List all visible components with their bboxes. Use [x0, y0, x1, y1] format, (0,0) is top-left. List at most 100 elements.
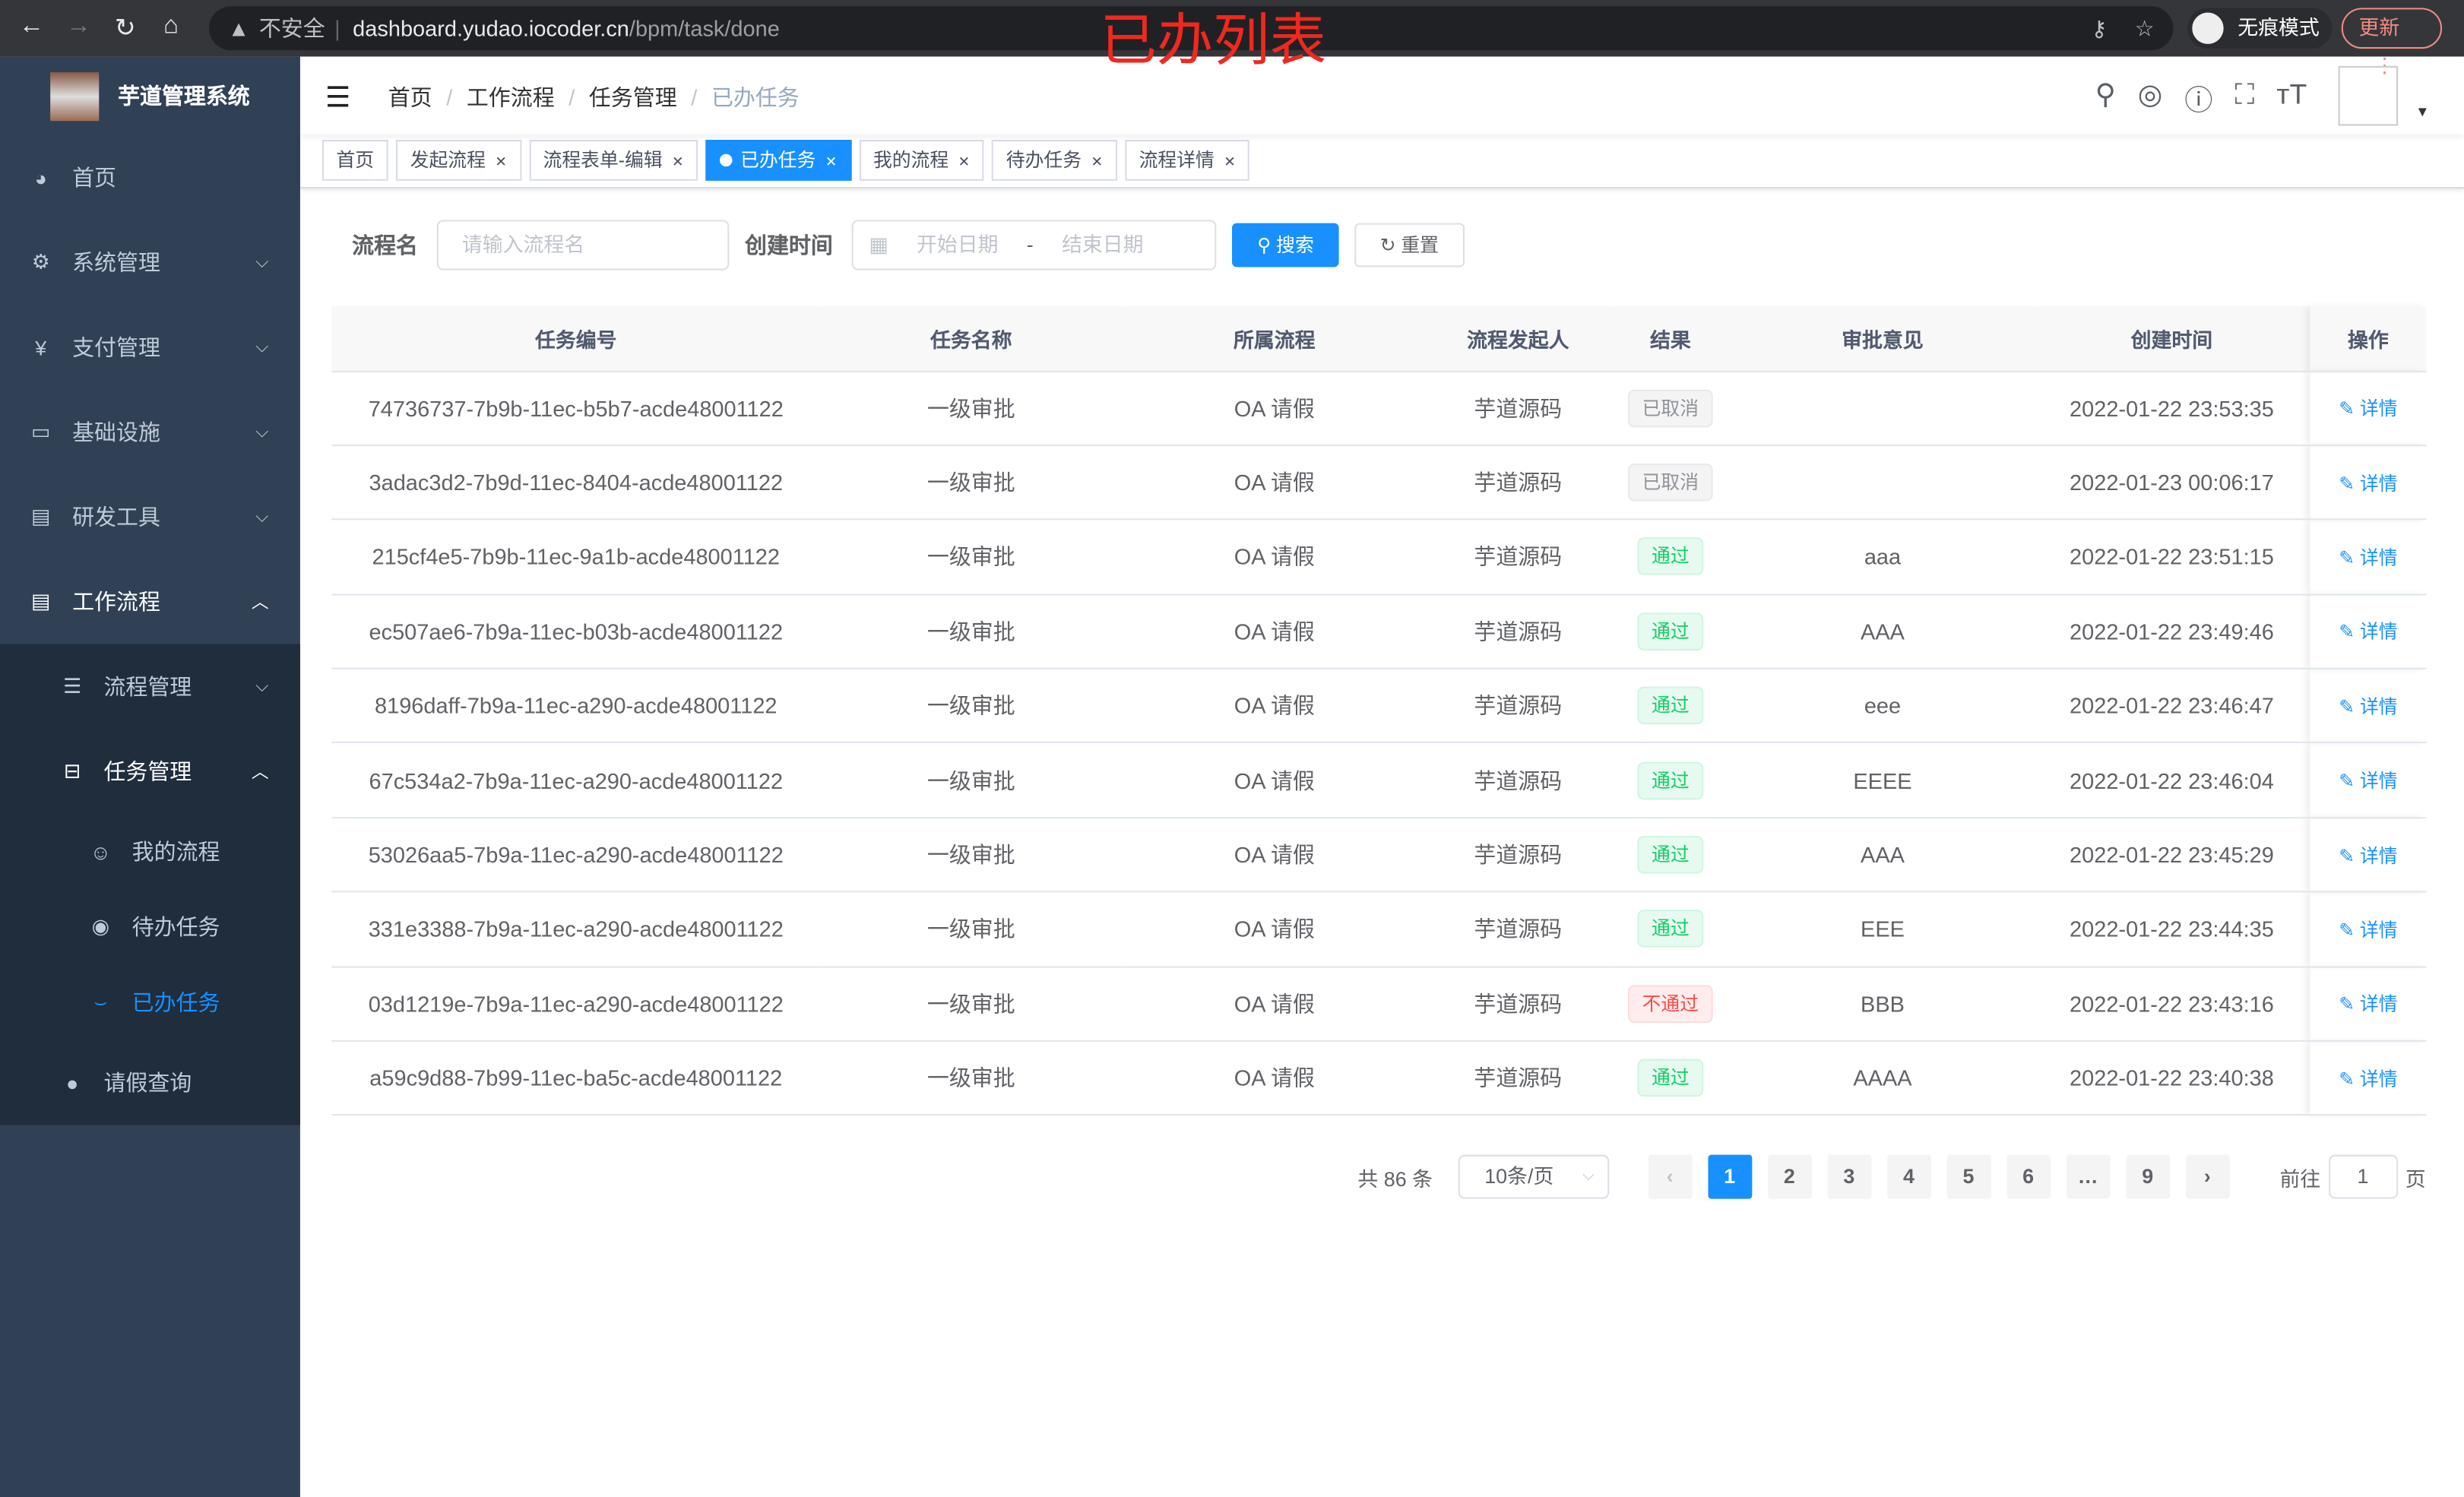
tag-done-tasks[interactable]: 已办任务 ✕ [705, 140, 851, 181]
incognito-badge[interactable]: 无痕模式 [2187, 8, 2333, 49]
close-icon[interactable]: ✕ [825, 153, 838, 170]
detail-link[interactable]: 详情 [2359, 695, 2398, 718]
close-icon[interactable]: ✕ [1091, 153, 1104, 170]
menu-label: 任务管理 [103, 758, 192, 784]
cell-text: 2022-01-23 00:06:17 [2070, 470, 2274, 495]
table-cell: ✎ 详情 [2310, 742, 2427, 818]
tag-my-process[interactable]: 我的流程 ✕ [859, 140, 984, 181]
detail-link[interactable]: 详情 [2359, 397, 2398, 420]
detail-link[interactable]: 详情 [2359, 844, 2398, 867]
cell-text: 2022-01-22 23:46:04 [2070, 767, 2274, 793]
avatar[interactable] [2338, 65, 2399, 126]
breadcrumb-item: 已办任务 [711, 84, 800, 110]
table-cell: 不通过 [1609, 966, 1732, 1042]
caret-down-icon[interactable]: ▼ [2415, 103, 2430, 120]
font-size-icon[interactable]: ᴛT [2276, 78, 2307, 110]
process-name-input[interactable]: 请输入流程名 [436, 220, 730, 271]
page-size-select[interactable]: 10条/页 ⌵ [1458, 1154, 1609, 1199]
detail-link[interactable]: 详情 [2359, 993, 2398, 1016]
sidebar-item-done[interactable]: ⌣ 已办任务 [0, 965, 300, 1040]
sidebar-item-workflow[interactable]: ▤ 工作流程 ︿ [0, 559, 300, 644]
table-cell: 67c534a2-7b9a-11ec-a290-acde48001122 [331, 742, 821, 818]
close-icon[interactable]: ✕ [1224, 153, 1236, 170]
table-row: 8196daff-7b9a-11ec-a290-acde48001122 一级审批… [331, 668, 2427, 744]
page-button[interactable]: 5 [1946, 1154, 1991, 1199]
detail-link[interactable]: 详情 [2359, 546, 2398, 569]
breadcrumb-item[interactable]: 首页 [388, 84, 432, 110]
address-bar[interactable]: ▲ 不安全 | dashboard.yudao.iocoder.cn/bpm/task… [208, 6, 2174, 51]
reset-button[interactable]: ↻ 重置 [1354, 223, 1465, 267]
detail-link[interactable]: 详情 [2359, 621, 2398, 644]
logo[interactable]: 芋道管理系统 [0, 56, 300, 135]
menu-label: 工作流程 [72, 589, 160, 615]
sidebar-item-home[interactable]: ◕ 首页 [0, 135, 300, 220]
table-cell: 2022-01-22 23:51:15 [2033, 519, 2310, 595]
prev-page-button[interactable]: ‹ [1648, 1154, 1693, 1199]
start-date[interactable]: 开始日期 [917, 233, 999, 257]
close-icon[interactable]: ✕ [672, 153, 684, 170]
sidebar-item-task-manage[interactable]: ⊟ 任务管理 ︿ [0, 729, 300, 814]
table-cell: 2022-01-22 23:44:35 [2033, 891, 2310, 967]
sidebar-item-pay[interactable]: ¥ 支付管理 ⌵ [0, 305, 300, 390]
close-icon[interactable]: ✕ [958, 153, 971, 170]
table-cell: 通过 [1609, 891, 1732, 967]
page-button[interactable]: 3 [1826, 1154, 1871, 1199]
tag-start-process[interactable]: 发起流程 ✕ [396, 140, 521, 181]
page-button[interactable]: 9 [2125, 1154, 2170, 1199]
table-cell: eee [1731, 668, 2034, 744]
github-icon[interactable]: ◎ [2137, 78, 2163, 110]
star-icon[interactable]: ☆ [2134, 15, 2155, 41]
detail-link[interactable]: 详情 [2359, 770, 2398, 793]
hamburger-icon[interactable]: ☰ [325, 81, 351, 113]
table-cell: OA 请假 [1122, 445, 1427, 521]
page-unit: 页 [2405, 1166, 2426, 1191]
table-cell: 通过 [1609, 593, 1732, 669]
key-icon[interactable]: ⚷ [2091, 15, 2108, 41]
page-button[interactable]: … [2066, 1154, 2111, 1199]
reload-icon[interactable]: ↻ [114, 15, 136, 43]
next-page-button[interactable]: › [2185, 1154, 2230, 1199]
sidebar-item-my-process[interactable]: ☺ 我的流程 [0, 814, 300, 889]
sidebar-item-leave[interactable]: ● 请假查询 [0, 1040, 300, 1125]
sidebar-item-process-manage[interactable]: ☰ 流程管理 ⌵ [0, 644, 300, 730]
help-icon[interactable]: ⓘ [2184, 84, 2213, 117]
update-button[interactable]: 更新 ⋮ [2341, 8, 2443, 77]
detail-link[interactable]: 详情 [2359, 472, 2398, 495]
sidebar-item-system[interactable]: ⚙ 系统管理 ⌵ [0, 220, 300, 305]
table-cell: aaa [1731, 519, 2034, 595]
edit-icon: ✎ [2339, 844, 2360, 867]
edit-icon: ✎ [2339, 472, 2360, 495]
done-task-table: 任务编号 任务名称 所属流程 流程发起人 结果 审批意见 创建时间 操作 74736737-7… [331, 306, 2427, 1116]
date-range-picker[interactable]: ▦ 开始日期 - 结束日期 [851, 220, 1217, 271]
toolbox-icon: ▤ [31, 589, 51, 613]
search-button[interactable]: ⚲ 搜索 [1231, 223, 1339, 267]
tag-todo[interactable]: 待办任务 ✕ [992, 140, 1117, 181]
page-button[interactable]: 4 [1886, 1154, 1931, 1199]
home-icon[interactable]: ⌂ [163, 12, 179, 40]
tree-icon: ⊟ [63, 758, 81, 783]
close-icon[interactable]: ✕ [495, 153, 507, 170]
end-date[interactable]: 结束日期 [1061, 233, 1144, 257]
page-button[interactable]: 6 [2006, 1154, 2051, 1199]
tag-form-edit[interactable]: 流程表单-编辑 ✕ [528, 140, 698, 181]
page-button[interactable]: 1 [1707, 1154, 1752, 1199]
tag-process-detail[interactable]: 流程详情 ✕ [1125, 140, 1250, 181]
detail-link[interactable]: 详情 [2359, 919, 2398, 942]
breadcrumb-item[interactable]: 工作流程 [466, 84, 555, 110]
sidebar-item-infra[interactable]: ▭ 基础设施 ⌵ [0, 390, 300, 475]
search-icon[interactable]: ⚲ [2095, 78, 2116, 110]
back-icon[interactable]: ← [18, 12, 44, 40]
page-button[interactable]: 2 [1767, 1154, 1812, 1199]
forward-icon[interactable]: → [65, 12, 91, 40]
menu-label: 请假查询 [103, 1070, 192, 1096]
sidebar-item-todo[interactable]: ◉ 待办任务 [0, 889, 300, 964]
tag-home[interactable]: 首页 [321, 140, 388, 181]
detail-link[interactable]: 详情 [2359, 1068, 2398, 1090]
goto-page-input[interactable]: 1 [2328, 1154, 2398, 1199]
breadcrumb-item[interactable]: 任务管理 [588, 84, 677, 110]
sidebar-item-devtools[interactable]: ▤ 研发工具 ⌵ [0, 474, 300, 559]
cell-text: 芋道源码 [1474, 991, 1563, 1017]
table-cell: 芋道源码 [1427, 966, 1610, 1042]
result-badge: 已取消 [1628, 464, 1713, 502]
fullscreen-icon[interactable]: ⛶ [2234, 78, 2255, 110]
